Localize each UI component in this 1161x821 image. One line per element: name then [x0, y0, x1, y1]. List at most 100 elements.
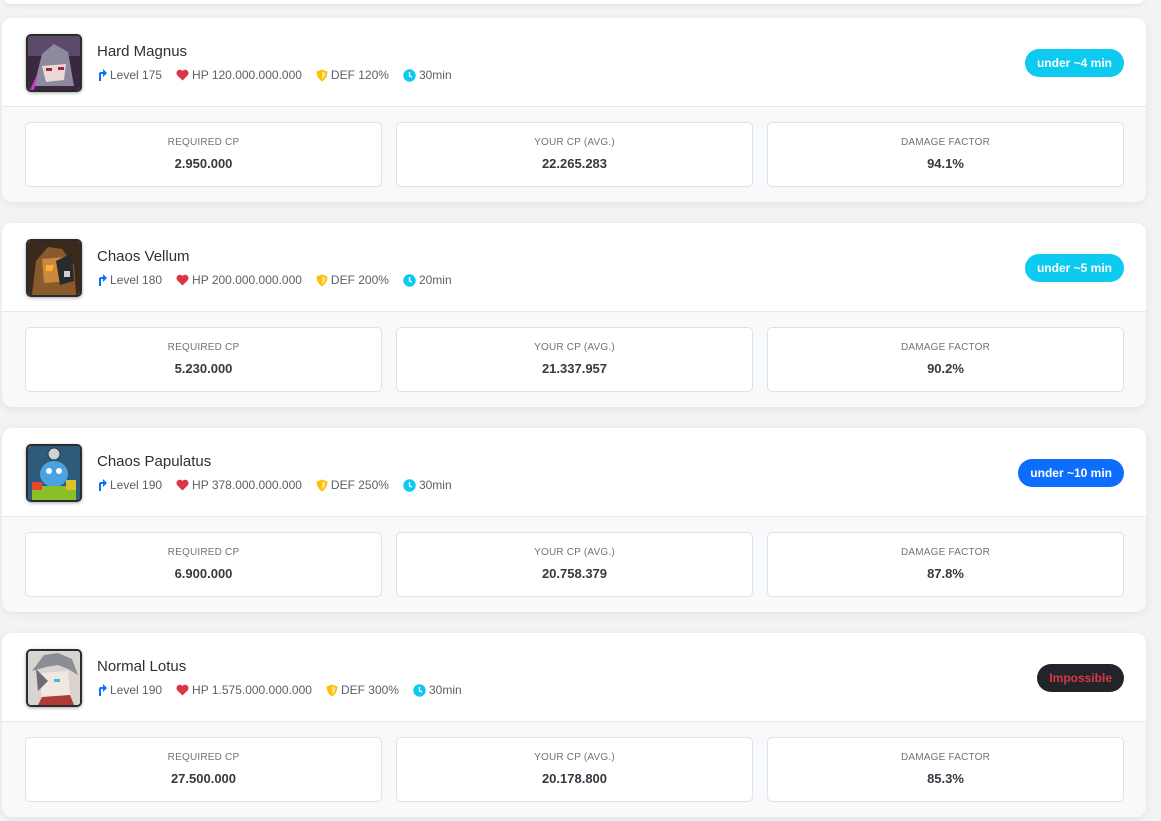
boss-card-body: REQUIRED CP 2.950.000 YOUR CP (AVG.) 22.…: [2, 107, 1146, 202]
required-cp-box: REQUIRED CP 5.230.000: [25, 327, 382, 392]
boss-card-header: Chaos Papulatus Level 190 HP 378.000.000…: [2, 428, 1146, 517]
level-text: Level 180: [110, 273, 163, 287]
stat-level: Level 190: [97, 478, 162, 492]
required-cp-label: REQUIRED CP: [167, 137, 240, 148]
your-cp-box: YOUR CP (AVG.) 22.265.283: [396, 122, 753, 187]
hp-text: HP 120.000.000.000: [192, 68, 302, 82]
clear-time-badge: under ~4 min: [1024, 49, 1124, 77]
previous-card-bottom: [2, 0, 1146, 4]
damage-factor-value: 94.1%: [927, 156, 964, 171]
shield-icon: [316, 69, 328, 81]
hp-text: HP 1.575.000.000.000: [192, 683, 312, 697]
boss-avatar: [26, 444, 82, 502]
required-cp-value: 27.500.000: [170, 771, 237, 786]
level-up-arrow-icon: [99, 684, 107, 696]
required-cp-box: REQUIRED CP 6.900.000: [25, 532, 382, 597]
time-text: 20min: [418, 273, 452, 287]
damage-factor-label: DAMAGE FACTOR: [900, 137, 991, 148]
required-cp-label: REQUIRED CP: [167, 752, 240, 763]
your-cp-label: YOUR CP (AVG.): [534, 342, 615, 353]
level-text: Level 190: [110, 683, 163, 697]
stat-time: 20min: [403, 273, 452, 287]
stat-hp: HP 120.000.000.000: [176, 68, 302, 82]
your-cp-box: YOUR CP (AVG.) 20.178.800: [396, 737, 753, 802]
stat-time: 30min: [413, 683, 462, 697]
your-cp-label: YOUR CP (AVG.): [534, 752, 615, 763]
level-up-arrow-icon: [99, 479, 107, 491]
boss-portrait-papulatus: [28, 446, 80, 500]
stat-level: Level 180: [97, 273, 162, 287]
shield-icon: [326, 684, 338, 696]
def-text: DEF 300%: [340, 683, 399, 697]
def-text: DEF 250%: [330, 478, 389, 492]
damage-factor-label: DAMAGE FACTOR: [900, 342, 991, 353]
boss-card-body: REQUIRED CP 27.500.000 YOUR CP (AVG.) 20…: [2, 722, 1146, 817]
boss-card: Normal Lotus Level 190 HP 1.575.000.000.…: [2, 633, 1146, 817]
boss-name: Chaos Papulatus: [97, 453, 212, 470]
damage-factor-box: DAMAGE FACTOR 94.1%: [767, 122, 1124, 187]
boss-avatar: [26, 239, 82, 297]
boss-card: Chaos Vellum Level 180 HP 200.000.000.00…: [2, 223, 1146, 407]
hp-text: HP 200.000.000.000: [192, 273, 302, 287]
boss-stats: Level 190 HP 378.000.000.000 DEF 250% 30…: [97, 478, 466, 492]
level-up-arrow-icon: [99, 274, 107, 286]
heart-icon: [176, 479, 189, 491]
required-cp-label: REQUIRED CP: [167, 342, 240, 353]
def-text: DEF 120%: [330, 68, 389, 82]
your-cp-label: YOUR CP (AVG.): [534, 547, 615, 558]
boss-name: Hard Magnus: [97, 43, 188, 60]
damage-factor-label: DAMAGE FACTOR: [900, 752, 991, 763]
hp-text: HP 378.000.000.000: [192, 478, 302, 492]
boss-portrait-vellum: [28, 241, 80, 295]
boss-avatar: [26, 649, 82, 707]
heart-icon: [176, 684, 189, 696]
boss-portrait-magnus: [28, 36, 80, 90]
required-cp-box: REQUIRED CP 27.500.000: [25, 737, 382, 802]
damage-factor-box: DAMAGE FACTOR 87.8%: [767, 532, 1124, 597]
required-cp-box: REQUIRED CP 2.950.000: [25, 122, 382, 187]
your-cp-value: 21.337.957: [541, 361, 608, 376]
stat-def: DEF 250%: [316, 478, 389, 492]
required-cp-label: REQUIRED CP: [167, 547, 240, 558]
damage-factor-label: DAMAGE FACTOR: [900, 547, 991, 558]
stat-hp: HP 1.575.000.000.000: [176, 683, 312, 697]
required-cp-value: 5.230.000: [174, 361, 233, 376]
stat-def: DEF 200%: [316, 273, 389, 287]
your-cp-box: YOUR CP (AVG.) 21.337.957: [396, 327, 753, 392]
damage-factor-value: 90.2%: [927, 361, 964, 376]
boss-card-body: REQUIRED CP 5.230.000 YOUR CP (AVG.) 21.…: [2, 312, 1146, 407]
heart-icon: [176, 274, 189, 286]
time-text: 30min: [418, 478, 452, 492]
your-cp-value: 20.178.800: [541, 771, 608, 786]
boss-name: Chaos Vellum: [97, 248, 190, 265]
stat-def: DEF 300%: [326, 683, 399, 697]
shield-icon: [316, 274, 328, 286]
boss-stats: Level 190 HP 1.575.000.000.000 DEF 300% …: [97, 683, 476, 697]
damage-factor-box: DAMAGE FACTOR 90.2%: [767, 327, 1124, 392]
boss-avatar: [26, 34, 82, 92]
boss-name: Normal Lotus: [97, 658, 187, 675]
boss-portrait-lotus: [28, 651, 80, 705]
boss-card-header: Normal Lotus Level 190 HP 1.575.000.000.…: [2, 633, 1146, 722]
your-cp-value: 22.265.283: [541, 156, 608, 171]
level-text: Level 175: [110, 68, 163, 82]
your-cp-box: YOUR CP (AVG.) 20.758.379: [396, 532, 753, 597]
boss-stats: Level 180 HP 200.000.000.000 DEF 200% 20…: [97, 273, 466, 287]
damage-factor-value: 85.3%: [927, 771, 964, 786]
clear-time-badge: under ~5 min: [1024, 254, 1124, 282]
boss-card-header: Hard Magnus Level 175 HP 120.000.000.000…: [2, 18, 1146, 107]
stat-def: DEF 120%: [316, 68, 389, 82]
boss-card-body: REQUIRED CP 6.900.000 YOUR CP (AVG.) 20.…: [2, 517, 1146, 612]
clear-time-badge: Impossible: [1037, 664, 1124, 692]
stat-level: Level 190: [97, 683, 162, 697]
time-text: 30min: [418, 68, 452, 82]
level-text: Level 190: [110, 478, 163, 492]
your-cp-value: 20.758.379: [541, 566, 608, 581]
time-text: 30min: [428, 683, 462, 697]
damage-factor-box: DAMAGE FACTOR 85.3%: [767, 737, 1124, 802]
required-cp-value: 6.900.000: [174, 566, 233, 581]
damage-factor-value: 87.8%: [927, 566, 964, 581]
stat-hp: HP 378.000.000.000: [176, 478, 302, 492]
clock-icon: [413, 683, 426, 697]
boss-card: Hard Magnus Level 175 HP 120.000.000.000…: [2, 18, 1146, 202]
